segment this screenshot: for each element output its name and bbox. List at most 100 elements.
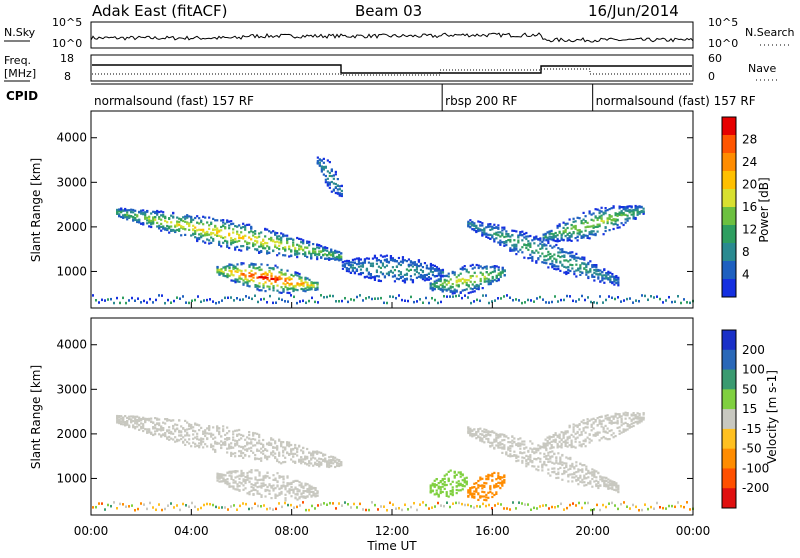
echo-cell [636, 209, 639, 212]
echo-cell [156, 422, 159, 425]
echo-cell [580, 431, 583, 434]
echo-cell [380, 296, 382, 300]
echo-cell [545, 262, 548, 265]
echo-cell [173, 506, 175, 509]
echo-cell [274, 275, 277, 278]
echo-cell [296, 250, 299, 253]
echo-cell [148, 215, 151, 218]
echo-cell [318, 457, 321, 460]
echo-cell [254, 263, 257, 266]
echo-cell [191, 299, 193, 303]
echo-cell [601, 279, 604, 282]
echo-cell [459, 484, 462, 487]
echo-cell [353, 298, 355, 302]
echo-cell [630, 209, 633, 212]
echo-cell [264, 495, 267, 498]
echo-cell [620, 206, 623, 209]
echo-cell [196, 438, 199, 441]
echo-cell [290, 458, 293, 461]
echo-cell [479, 271, 482, 274]
echo-cell [411, 265, 415, 268]
echo-cell [338, 194, 341, 197]
echo-cell [485, 271, 488, 274]
echo-cell [284, 283, 287, 286]
echo-cell [218, 475, 221, 478]
echo-cell [232, 267, 235, 271]
echo-cell [590, 423, 593, 426]
echo-cell [280, 277, 283, 280]
echo-cell [429, 285, 432, 288]
echo-cell [600, 437, 603, 440]
echo-cell [250, 275, 253, 278]
echo-cell [260, 241, 263, 244]
echo-cell [118, 208, 121, 211]
echo-cell [589, 481, 592, 484]
echo-cell [610, 422, 613, 425]
echo-cell [610, 218, 613, 222]
echo-cell [495, 432, 498, 435]
echo-cell [288, 255, 291, 258]
echo-cell [268, 279, 271, 282]
echo-cell [353, 502, 355, 506]
echo-cell [433, 269, 437, 272]
echo-cell [288, 237, 291, 240]
echo-cell [146, 417, 149, 421]
echo-cell [216, 270, 219, 273]
echo-cell [588, 232, 591, 236]
echo-cell [580, 219, 583, 223]
echo-cell [553, 267, 556, 270]
cpid-segment-label: rbsp 200 RF [445, 94, 517, 108]
echo-cell [597, 484, 600, 488]
echo-cell [636, 206, 639, 209]
echo-cell [407, 299, 409, 303]
echo-cell [481, 440, 484, 443]
echo-cell [393, 260, 397, 263]
echo-cell [592, 226, 595, 229]
echo-cell [527, 298, 529, 302]
echo-cell [170, 437, 173, 440]
echo-cell [206, 233, 209, 237]
echo-cell [242, 262, 245, 265]
echo-cell [441, 288, 444, 291]
echo-cell [280, 462, 283, 465]
echo-cell [248, 455, 251, 458]
echo-cell [302, 486, 305, 490]
echo-cell [212, 503, 214, 507]
echo-cell [150, 221, 153, 224]
echo-cell [204, 241, 207, 244]
echo-cell [314, 252, 317, 255]
echo-cell [535, 249, 538, 252]
echo-cell [375, 259, 379, 262]
echo-cell [361, 261, 365, 264]
colorbar-swatch [722, 468, 736, 489]
echo-cell [286, 281, 289, 284]
echo-cell [505, 244, 508, 247]
echo-cell [306, 286, 309, 289]
echo-cell [302, 501, 304, 504]
echo-cell [644, 503, 646, 506]
echo-cell [592, 230, 595, 233]
velocity-colorbar-label: Velocity [m s-1] [765, 370, 779, 464]
echo-cell [365, 275, 369, 278]
echo-cell [134, 216, 137, 220]
echo-cell [495, 275, 498, 278]
echo-cell [548, 435, 551, 438]
echo-cell [226, 265, 229, 268]
echo-cell [572, 502, 574, 505]
echo-cell [156, 428, 159, 431]
echo-cell [359, 271, 363, 275]
echo-cell [142, 429, 145, 433]
echo-cell [485, 265, 488, 268]
echo-cell [228, 246, 231, 250]
echo-cell [449, 285, 452, 288]
echo-cell [236, 278, 239, 281]
echo-cell [479, 433, 482, 436]
noise-left-tick-low: 10^0 [52, 37, 82, 50]
echo-cell [250, 225, 253, 228]
echo-cell [192, 441, 195, 444]
echo-cell [493, 471, 496, 474]
echo-cell [278, 252, 281, 255]
echo-cell [491, 495, 494, 499]
echo-cell [449, 505, 451, 509]
echo-cell [614, 220, 617, 223]
